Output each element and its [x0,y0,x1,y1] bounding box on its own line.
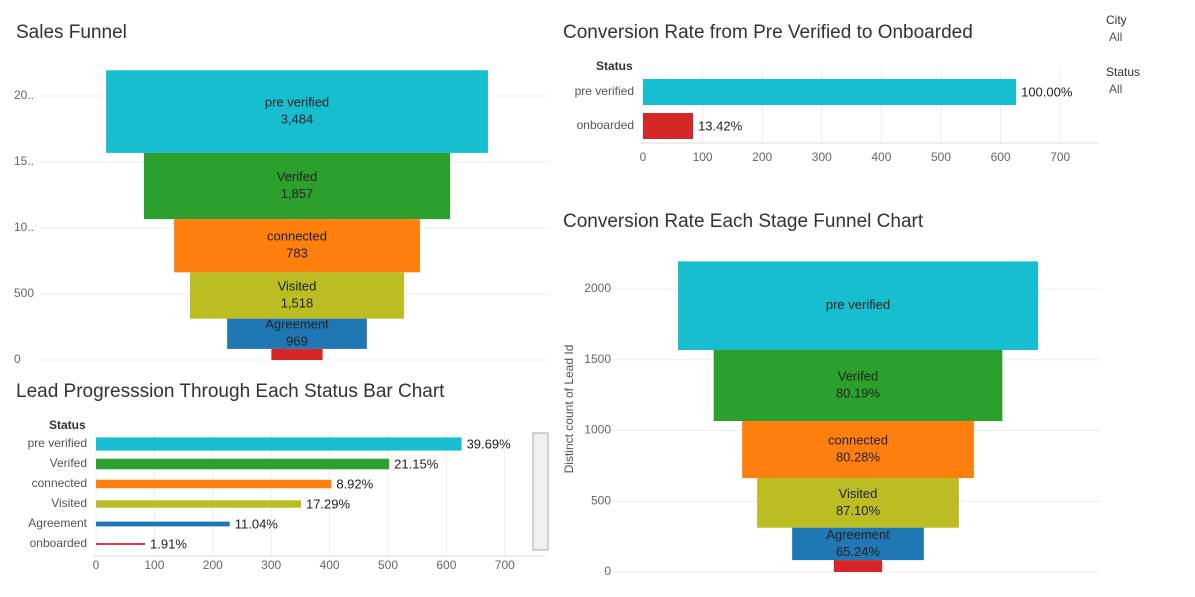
x-tick-label: 300 [261,558,281,572]
segment-label: Agreement [265,317,329,332]
x-tick-label: 100 [144,558,164,572]
chart-title: Sales Funnel [16,22,127,43]
x-tick-label: 0 [93,558,100,572]
y-tick-label: 0 [604,564,611,578]
funnel-segment [227,318,367,349]
segment-label: connected [267,229,327,244]
bar [96,500,301,508]
y-tick-label: 15.. [14,154,34,168]
y-tick-label: Visited [51,496,87,510]
bar [96,458,390,470]
funnel-segment [106,70,488,153]
filter-value[interactable]: All [1109,82,1122,96]
bar [96,479,332,489]
segment-value-label: 80.28% [836,449,881,464]
data-label: 39.69% [467,436,512,451]
data-label: 8.92% [336,476,373,491]
x-tick-label: 500 [931,150,951,164]
y-tick-label: Agreement [28,516,87,530]
segment-value-label: 80.19% [836,385,881,400]
x-tick-label: 700 [1050,150,1070,164]
funnel-segment [792,527,924,561]
x-tick-label: 300 [812,150,832,164]
funnel-segment [271,348,323,360]
segment-value-label: 1,518 [281,295,314,310]
x-tick-label: 200 [752,150,772,164]
data-label: 13.42% [698,118,743,133]
funnel-segment [713,349,1003,422]
segment-value-label: 1,857 [281,186,314,201]
segment-label: Verifed [838,368,878,383]
category-header: Status [49,418,86,432]
scrollbar[interactable] [532,432,549,551]
category-header: Status [596,59,633,73]
filter-title: City [1106,13,1127,27]
x-tick-label: 400 [320,558,340,572]
y-tick-label: pre verified [28,436,87,450]
funnel-segment [174,219,420,273]
y-tick-label: onboarded [577,118,634,132]
data-label: 1.91% [150,536,187,551]
y-tick-label: 10.. [14,220,34,234]
funnel-segment [678,261,1038,350]
data-label: 21.15% [394,456,439,471]
x-tick-label: 200 [203,558,223,572]
data-label: 100.00% [1021,84,1073,99]
bar [643,79,1017,105]
filter-title: Status [1106,65,1140,79]
segment-label: Visited [839,486,878,501]
x-tick-label: 500 [378,558,398,572]
bar [96,543,146,545]
y-tick-label: 500 [14,286,34,300]
data-label: 17.29% [306,496,351,511]
y-tick-label: Verifed [50,456,87,470]
y-tick-label: onboarded [30,536,87,550]
segment-label: connected [828,432,888,447]
y-tick-label: 0 [14,352,21,366]
x-tick-label: 400 [871,150,891,164]
x-tick-label: 600 [991,150,1011,164]
segment-label: pre verified [826,297,890,312]
y-tick-label: 1000 [584,423,611,437]
funnel-segment [143,152,451,220]
filter-value[interactable]: All [1109,30,1122,44]
segment-label: Agreement [826,527,890,542]
data-label: 11.04% [235,516,279,531]
x-tick-label: 100 [693,150,713,164]
y-tick-label: pre verified [575,84,634,98]
segment-value-label: 65.24% [836,544,881,559]
x-tick-label: 0 [640,150,647,164]
y-tick-label: 500 [591,493,611,507]
chart-title: Conversion Rate Each Stage Funnel Chart [563,211,924,232]
funnel-segment [742,421,974,479]
bar [96,521,230,527]
segment-value-label: 3,484 [281,112,314,127]
x-tick-label: 700 [495,558,515,572]
y-tick-label: 20.. [14,88,34,102]
segment-label: Verifed [277,169,317,184]
bar [643,113,694,139]
y-tick-label: 2000 [584,281,611,295]
segment-label: Visited [278,278,317,293]
chart-title: Conversion Rate from Pre Verified to Onb… [563,22,973,43]
chart-title: Lead Progresssion Through Each Status Ba… [16,381,445,402]
segment-value-label: 783 [286,246,308,261]
y-axis-label: Distinct count of Lead Id [562,345,576,474]
bar [96,437,462,451]
segment-value-label: 969 [286,334,308,349]
segment-label: pre verified [265,95,329,110]
y-tick-label: connected [32,476,87,490]
funnel-segment [833,560,883,572]
segment-value-label: 87.10% [836,503,881,518]
x-tick-label: 600 [436,558,456,572]
funnel-segment [189,272,405,319]
y-tick-label: 1500 [584,352,611,366]
funnel-segment [757,478,959,528]
